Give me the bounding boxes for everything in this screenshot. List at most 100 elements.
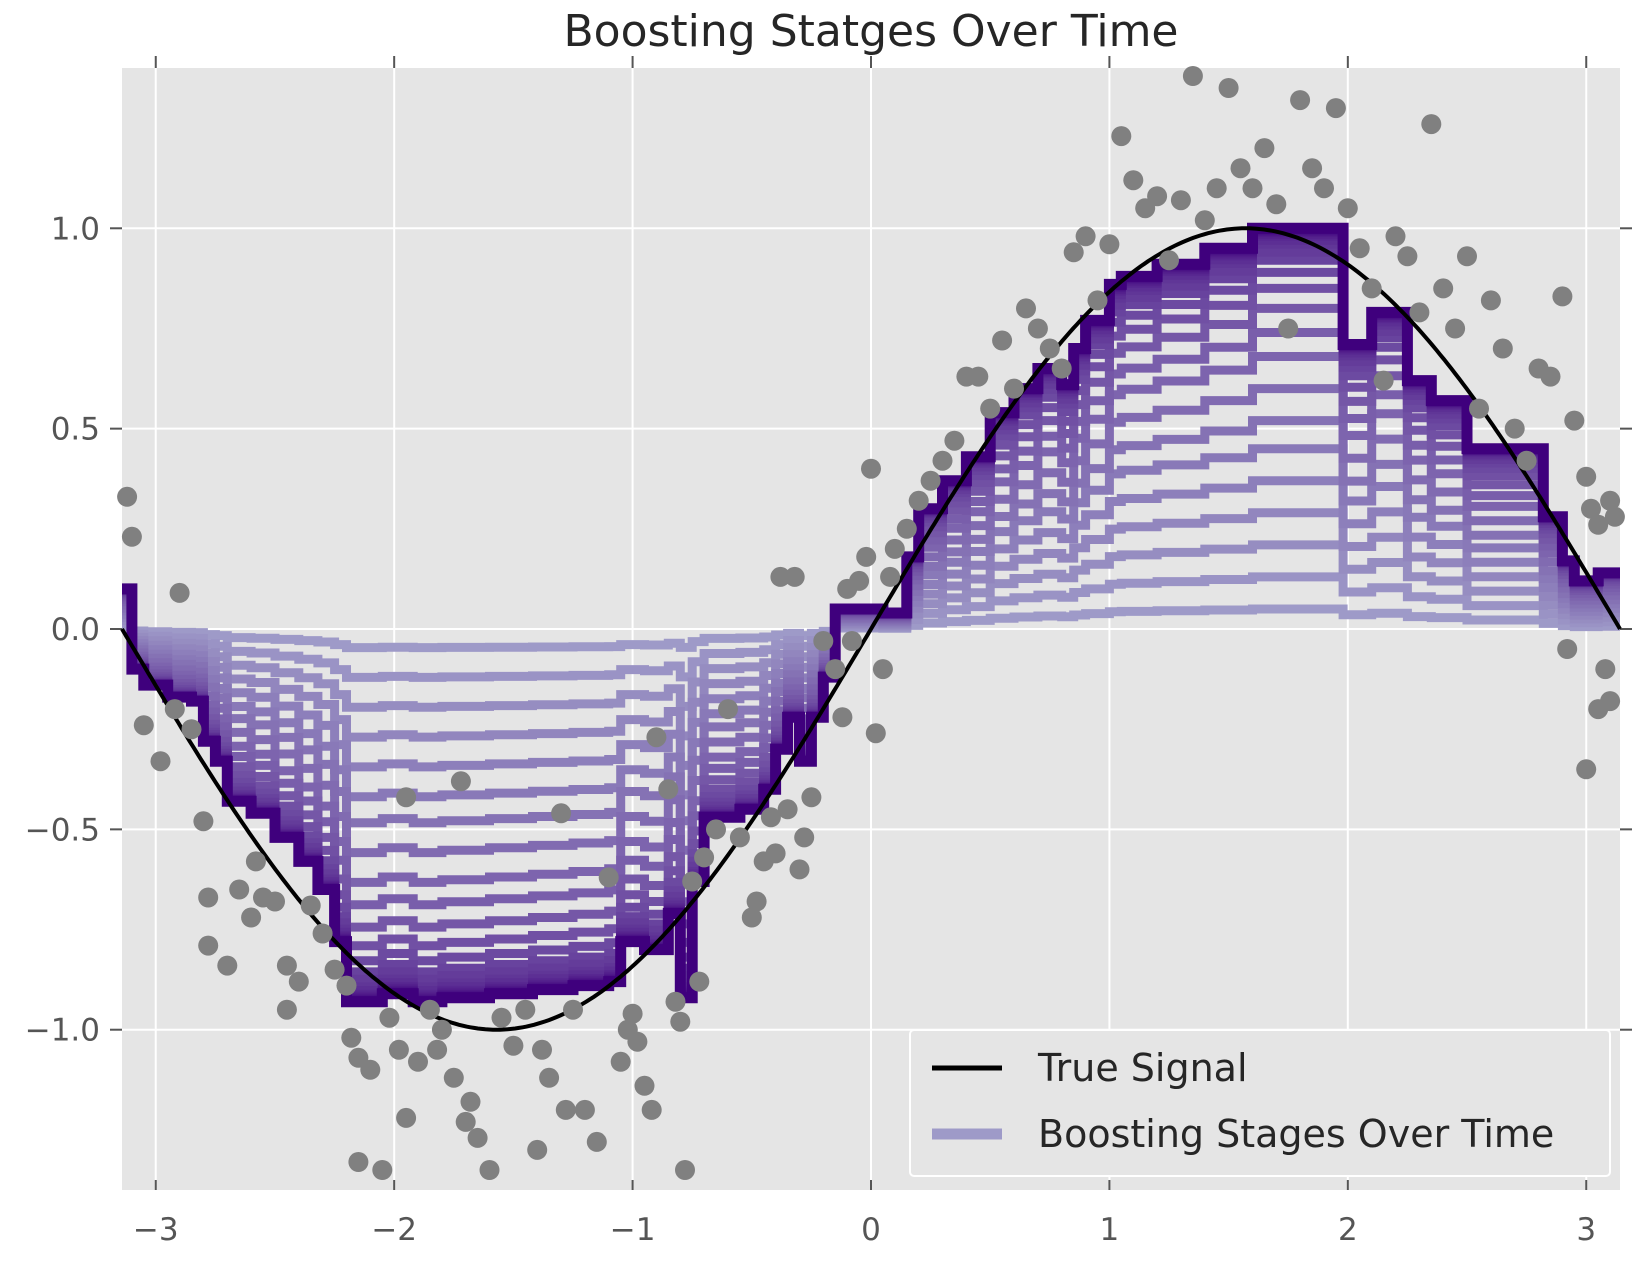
scatter-point: [1445, 318, 1466, 339]
scatter-point: [1218, 78, 1239, 98]
scatter-point: [133, 715, 154, 736]
scatter-point: [1123, 170, 1144, 191]
scatter-point: [169, 582, 190, 603]
scatter-point: [610, 1051, 631, 1072]
scatter-point: [586, 1131, 607, 1152]
chart-title: Boosting Statges Over Time: [563, 6, 1178, 57]
scatter-point: [641, 1099, 662, 1120]
scatter-point: [1087, 290, 1108, 311]
scatter-point: [1302, 158, 1323, 179]
x-tick-label: 0: [861, 1212, 881, 1248]
scatter-point: [1063, 242, 1084, 263]
scatter-point: [341, 1027, 362, 1048]
scatter-point: [1421, 114, 1442, 135]
scatter-point: [1492, 338, 1513, 359]
scatter-point: [1576, 759, 1597, 780]
scatter-point: [832, 707, 853, 728]
scatter-point: [992, 330, 1013, 351]
scatter-point: [460, 1091, 481, 1112]
scatter-point: [1182, 66, 1203, 86]
scatter-point: [849, 570, 870, 591]
scatter-point: [419, 999, 440, 1020]
scatter-point: [217, 955, 238, 976]
x-tick-label: 2: [1338, 1212, 1358, 1248]
boosting-stage-line: [122, 222, 1620, 1008]
scatter-point: [288, 971, 309, 992]
scatter-point: [765, 843, 786, 864]
scatter-point: [241, 907, 262, 928]
scatter-point: [1397, 246, 1418, 267]
scatter-point: [932, 450, 953, 471]
legend-label-true-signal: True Signal: [1037, 1046, 1248, 1090]
scatter-point: [1588, 514, 1609, 535]
scatter-point: [1111, 126, 1132, 147]
scatter-point: [896, 518, 917, 539]
scatter-point: [1325, 98, 1346, 119]
legend-box: [909, 1029, 1611, 1177]
scatter-point: [467, 1127, 488, 1148]
scatter-point: [372, 1160, 393, 1180]
scatter-point: [574, 1099, 595, 1120]
scatter-point: [658, 779, 679, 800]
scatter-point: [117, 486, 138, 507]
scatter-point: [980, 398, 1001, 419]
scatter-point: [1469, 398, 1489, 419]
scatter-point: [150, 751, 171, 772]
scatter-point: [515, 999, 536, 1020]
boosting-stage-lines: [122, 222, 1620, 1008]
scatter-point: [622, 1003, 643, 1024]
scatter-point: [944, 430, 965, 451]
y-tick-label: 0.0: [51, 612, 100, 648]
scatter-point: [1099, 234, 1120, 255]
y-tick-label: 1.0: [51, 211, 100, 247]
scatter-point: [872, 659, 893, 680]
x-tick-label: −2: [371, 1212, 417, 1248]
scatter-point: [706, 819, 726, 840]
scatter-point: [856, 546, 877, 567]
scatter-point: [360, 1059, 381, 1080]
scatter-point: [1557, 639, 1578, 659]
scatter-point: [729, 827, 750, 848]
scatter-point: [1027, 318, 1048, 339]
scatter-point: [491, 1007, 512, 1028]
scatter-point: [1581, 498, 1601, 519]
x-tick-label: 3: [1576, 1212, 1596, 1248]
scatter-point: [198, 887, 219, 908]
scatter-point: [741, 907, 762, 928]
scatter-point: [861, 458, 881, 479]
scatter-point: [276, 955, 297, 976]
scatter-point: [1600, 490, 1621, 511]
scatter-point: [527, 1139, 548, 1160]
scatter-point: [718, 699, 738, 720]
scatter-point: [746, 891, 767, 912]
scatter-point: [408, 1051, 428, 1072]
scatter-point: [770, 566, 791, 587]
scatter-point: [312, 923, 333, 944]
scatter-point: [1349, 238, 1370, 259]
scatter-point: [1576, 466, 1597, 487]
scatter-point: [1540, 366, 1561, 387]
scatter-point: [539, 1067, 560, 1088]
scatter-point: [388, 1039, 409, 1060]
scatter-point: [813, 631, 834, 651]
scatter-point: [1409, 302, 1430, 323]
scatter-point: [841, 631, 862, 651]
scatter-point: [245, 851, 266, 872]
legend-label-boosting-stages: Boosting Stages Over Time: [1038, 1112, 1554, 1156]
scatter-point: [348, 1152, 369, 1172]
scatter-point: [1159, 250, 1179, 271]
scatter-point: [324, 959, 345, 980]
scatter-point: [336, 975, 357, 996]
scatter-point: [1457, 246, 1477, 267]
scatter-point: [1385, 226, 1406, 247]
scatter-point: [1004, 378, 1024, 399]
tick-labels: −3 −2 −1 0 1 2 3 1.0 0.5 0.0 −0.5 −1.0: [25, 211, 1596, 1248]
scatter-point: [1075, 226, 1096, 247]
scatter-point: [968, 366, 989, 387]
x-tick-label: −3: [133, 1212, 179, 1248]
scatter-point: [427, 1039, 448, 1060]
x-tick-label: 1: [1100, 1212, 1120, 1248]
scatter-point: [1290, 90, 1311, 111]
scatter-point: [598, 867, 619, 888]
